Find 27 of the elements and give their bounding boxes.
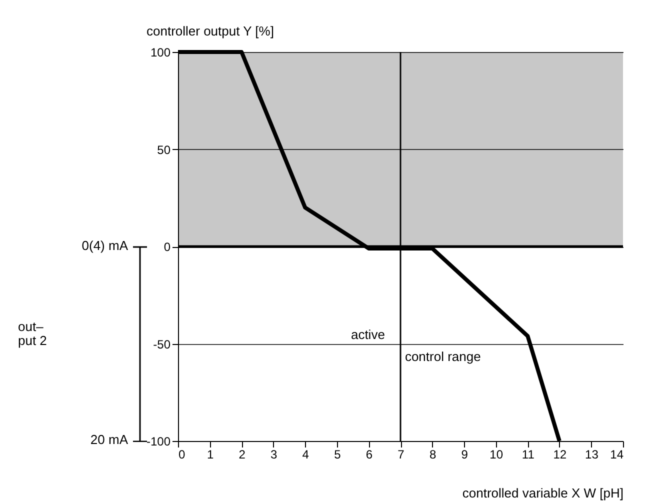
x-tick-label: 0 (178, 448, 186, 462)
x-tick-label: 12 (553, 448, 567, 462)
text: 20 mA (90, 432, 128, 447)
x-tick-label: 5 (334, 448, 342, 462)
x-tick-label: 3 (270, 448, 278, 462)
y-axis-title: controller output Y [%] (146, 24, 274, 38)
y-tick-label: 100 (150, 46, 171, 60)
annotation: control range (404, 348, 481, 364)
x-tick-label: 14 (610, 448, 624, 462)
x-tick-label: 11 (522, 448, 535, 462)
x-tick-label: 10 (490, 448, 504, 462)
text: 0(4) mA (82, 238, 128, 252)
x-axis-title: controlled variable X W [pH] (462, 486, 624, 500)
y-tick-label: -50 (153, 337, 171, 352)
y-tick-label: 50 (157, 142, 171, 157)
x-tick-label: 2 (238, 448, 246, 462)
annotation: active (350, 327, 385, 342)
x-tick-label: 1 (206, 448, 214, 462)
x-tick-label: 8 (429, 448, 436, 462)
y-tick-label: 0 (164, 240, 171, 254)
text: out–put 2 (18, 319, 48, 348)
y-tick-label: -100 (146, 434, 171, 448)
x-tick-label: 7 (398, 448, 405, 462)
x-tick-label: 6 (366, 448, 373, 462)
x-tick-label: 4 (302, 448, 310, 462)
x-tick-label: 9 (461, 448, 468, 462)
x-tick-label: 13 (585, 448, 599, 462)
